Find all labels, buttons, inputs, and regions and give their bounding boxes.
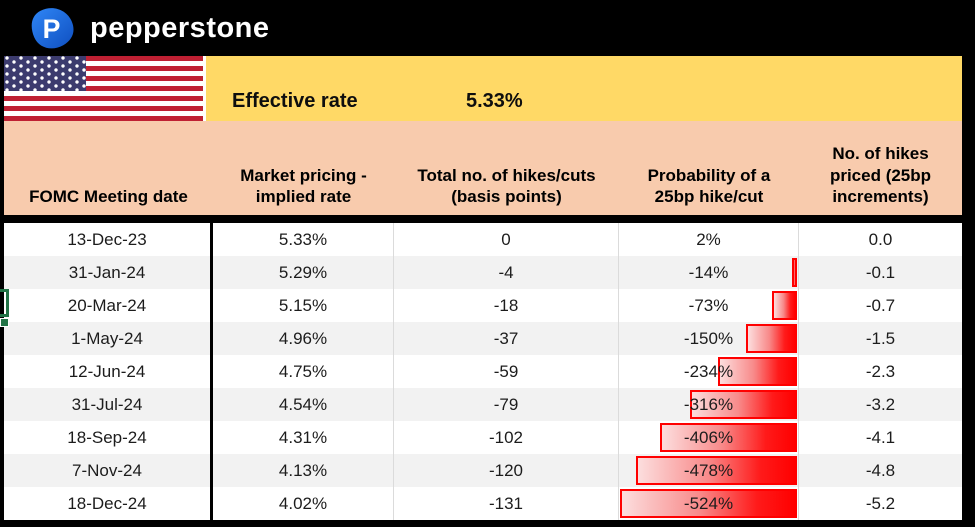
column-header-probability[interactable]: Probability of a 25bp hike/cut <box>647 165 771 207</box>
probability-data-bar <box>620 489 797 518</box>
probability-data-bar <box>660 423 797 452</box>
cell-hikes-priced[interactable]: -3.2 <box>865 395 896 414</box>
cell-hikes-priced[interactable]: -2.3 <box>865 362 896 381</box>
table-header-row: FOMC Meeting date Market pricing - impli… <box>4 121 962 219</box>
probability-value: -150% <box>683 329 734 348</box>
cell-probability[interactable]: -524% <box>619 487 799 520</box>
cell-hikes-cuts-bp[interactable]: -120 <box>394 454 619 487</box>
cell-hikes-priced[interactable]: -5.2 <box>865 494 896 513</box>
cell-meeting-date[interactable]: 7-Nov-24 <box>4 454 213 487</box>
cell-probability[interactable]: -478% <box>619 454 799 487</box>
pepperstone-logo: P pepperstone <box>28 5 270 51</box>
cell-hikes-cuts-bp[interactable]: -18 <box>394 289 619 322</box>
cell-implied-rate[interactable]: 4.13% <box>213 454 394 487</box>
logo-letter: P <box>43 14 61 44</box>
cell-hikes-cuts-bp[interactable]: -102 <box>394 421 619 454</box>
probability-data-bar <box>792 258 797 287</box>
probability-value: -478% <box>683 461 734 480</box>
cell-probability[interactable]: -234% <box>619 355 799 388</box>
table-body: 13-Dec-23 5.33% 0 2% 0.0 31-Jan-24 5.29%… <box>4 223 962 520</box>
effective-rate-value: 5.33% <box>466 90 523 112</box>
cell-meeting-date[interactable]: 18-Sep-24 <box>4 421 213 454</box>
column-header-hikes-cuts-bp[interactable]: Total no. of hikes/cuts (basis points) <box>417 165 596 207</box>
cell-hikes-cuts-bp[interactable]: -59 <box>394 355 619 388</box>
brand-header: P pepperstone <box>0 0 975 56</box>
cell-meeting-date[interactable]: 18-Dec-24 <box>4 487 213 520</box>
probability-data-bar <box>746 324 797 353</box>
cell-hikes-priced[interactable]: -1.5 <box>865 329 896 348</box>
cell-hikes-cuts-bp[interactable]: -131 <box>394 487 619 520</box>
column-header-implied-rate[interactable]: Market pricing - implied rate <box>240 165 367 207</box>
probability-data-bar <box>772 291 797 320</box>
effective-rate-label: Effective rate <box>232 90 358 112</box>
cell-probability[interactable]: -406% <box>619 421 799 454</box>
probability-value: -234% <box>683 362 734 381</box>
column-header-meeting-date[interactable]: FOMC Meeting date <box>29 187 188 207</box>
cell-meeting-date[interactable]: 1-May-24 <box>4 322 213 355</box>
table-row: 18-Sep-24 4.31% -102 -406% -4.1 <box>4 421 962 454</box>
us-flag-icon <box>4 56 206 121</box>
table-row: 31-Jan-24 5.29% -4 -14% -0.1 <box>4 256 962 289</box>
cell-implied-rate[interactable]: 4.31% <box>213 421 394 454</box>
probability-value: -14% <box>688 263 729 282</box>
probability-value: -524% <box>683 494 734 513</box>
table-row: 13-Dec-23 5.33% 0 2% 0.0 <box>4 223 962 256</box>
excel-fill-handle[interactable] <box>0 318 9 327</box>
cell-meeting-date[interactable]: 20-Mar-24 <box>4 289 213 322</box>
cell-implied-rate[interactable]: 5.33% <box>213 223 394 256</box>
effective-rate-band: Effective rate 5.33% <box>4 56 962 121</box>
cell-implied-rate[interactable]: 5.29% <box>213 256 394 289</box>
us-flag-canton <box>4 56 86 91</box>
cell-implied-rate[interactable]: 4.96% <box>213 322 394 355</box>
cell-hikes-priced[interactable]: 0.0 <box>868 230 893 249</box>
cell-probability[interactable]: -316% <box>619 388 799 421</box>
cell-hikes-cuts-bp[interactable]: 0 <box>394 223 619 256</box>
cell-hikes-priced[interactable]: -4.1 <box>865 428 896 447</box>
cell-hikes-cuts-bp[interactable]: -4 <box>394 256 619 289</box>
cell-implied-rate[interactable]: 5.15% <box>213 289 394 322</box>
table-row: 12-Jun-24 4.75% -59 -234% -2.3 <box>4 355 962 388</box>
cell-meeting-date[interactable]: 12-Jun-24 <box>4 355 213 388</box>
cell-hikes-priced[interactable]: -4.8 <box>865 461 896 480</box>
probability-value: -316% <box>683 395 734 414</box>
cell-implied-rate[interactable]: 4.54% <box>213 388 394 421</box>
cell-probability[interactable]: 2% <box>619 223 799 256</box>
table-row: 20-Mar-24 5.15% -18 -73% -0.7 <box>4 289 962 322</box>
probability-value: -73% <box>688 296 729 315</box>
cell-implied-rate[interactable]: 4.02% <box>213 487 394 520</box>
probability-data-bar <box>690 390 797 419</box>
probability-value: 2% <box>696 230 721 249</box>
cell-probability[interactable]: -150% <box>619 322 799 355</box>
column-header-hikes-priced[interactable]: No. of hikes priced (25bp increments) <box>829 143 932 207</box>
cell-hikes-priced[interactable]: -0.1 <box>865 263 896 282</box>
cell-implied-rate[interactable]: 4.75% <box>213 355 394 388</box>
cell-meeting-date[interactable]: 13-Dec-23 <box>4 223 213 256</box>
effective-rate-strip: Effective rate 5.33% <box>206 56 962 121</box>
table-row: 31-Jul-24 4.54% -79 -316% -3.2 <box>4 388 962 421</box>
pepperstone-logo-icon: P <box>31 8 74 49</box>
cell-hikes-cuts-bp[interactable]: -79 <box>394 388 619 421</box>
cell-hikes-priced[interactable]: -0.7 <box>865 296 896 315</box>
excel-selection-outline <box>0 289 9 317</box>
probability-data-bar <box>636 456 797 485</box>
probability-data-bar <box>718 357 797 386</box>
cell-meeting-date[interactable]: 31-Jul-24 <box>4 388 213 421</box>
table-row: 7-Nov-24 4.13% -120 -478% -4.8 <box>4 454 962 487</box>
probability-value: -406% <box>683 428 734 447</box>
cell-probability[interactable]: -73% <box>619 289 799 322</box>
cell-meeting-date[interactable]: 31-Jan-24 <box>4 256 213 289</box>
cell-hikes-cuts-bp[interactable]: -37 <box>394 322 619 355</box>
brand-wordmark: pepperstone <box>90 11 270 44</box>
cell-probability[interactable]: -14% <box>619 256 799 289</box>
table-row: 18-Dec-24 4.02% -131 -524% -5.2 <box>4 487 962 520</box>
table-row: 1-May-24 4.96% -37 -150% -1.5 <box>4 322 962 355</box>
